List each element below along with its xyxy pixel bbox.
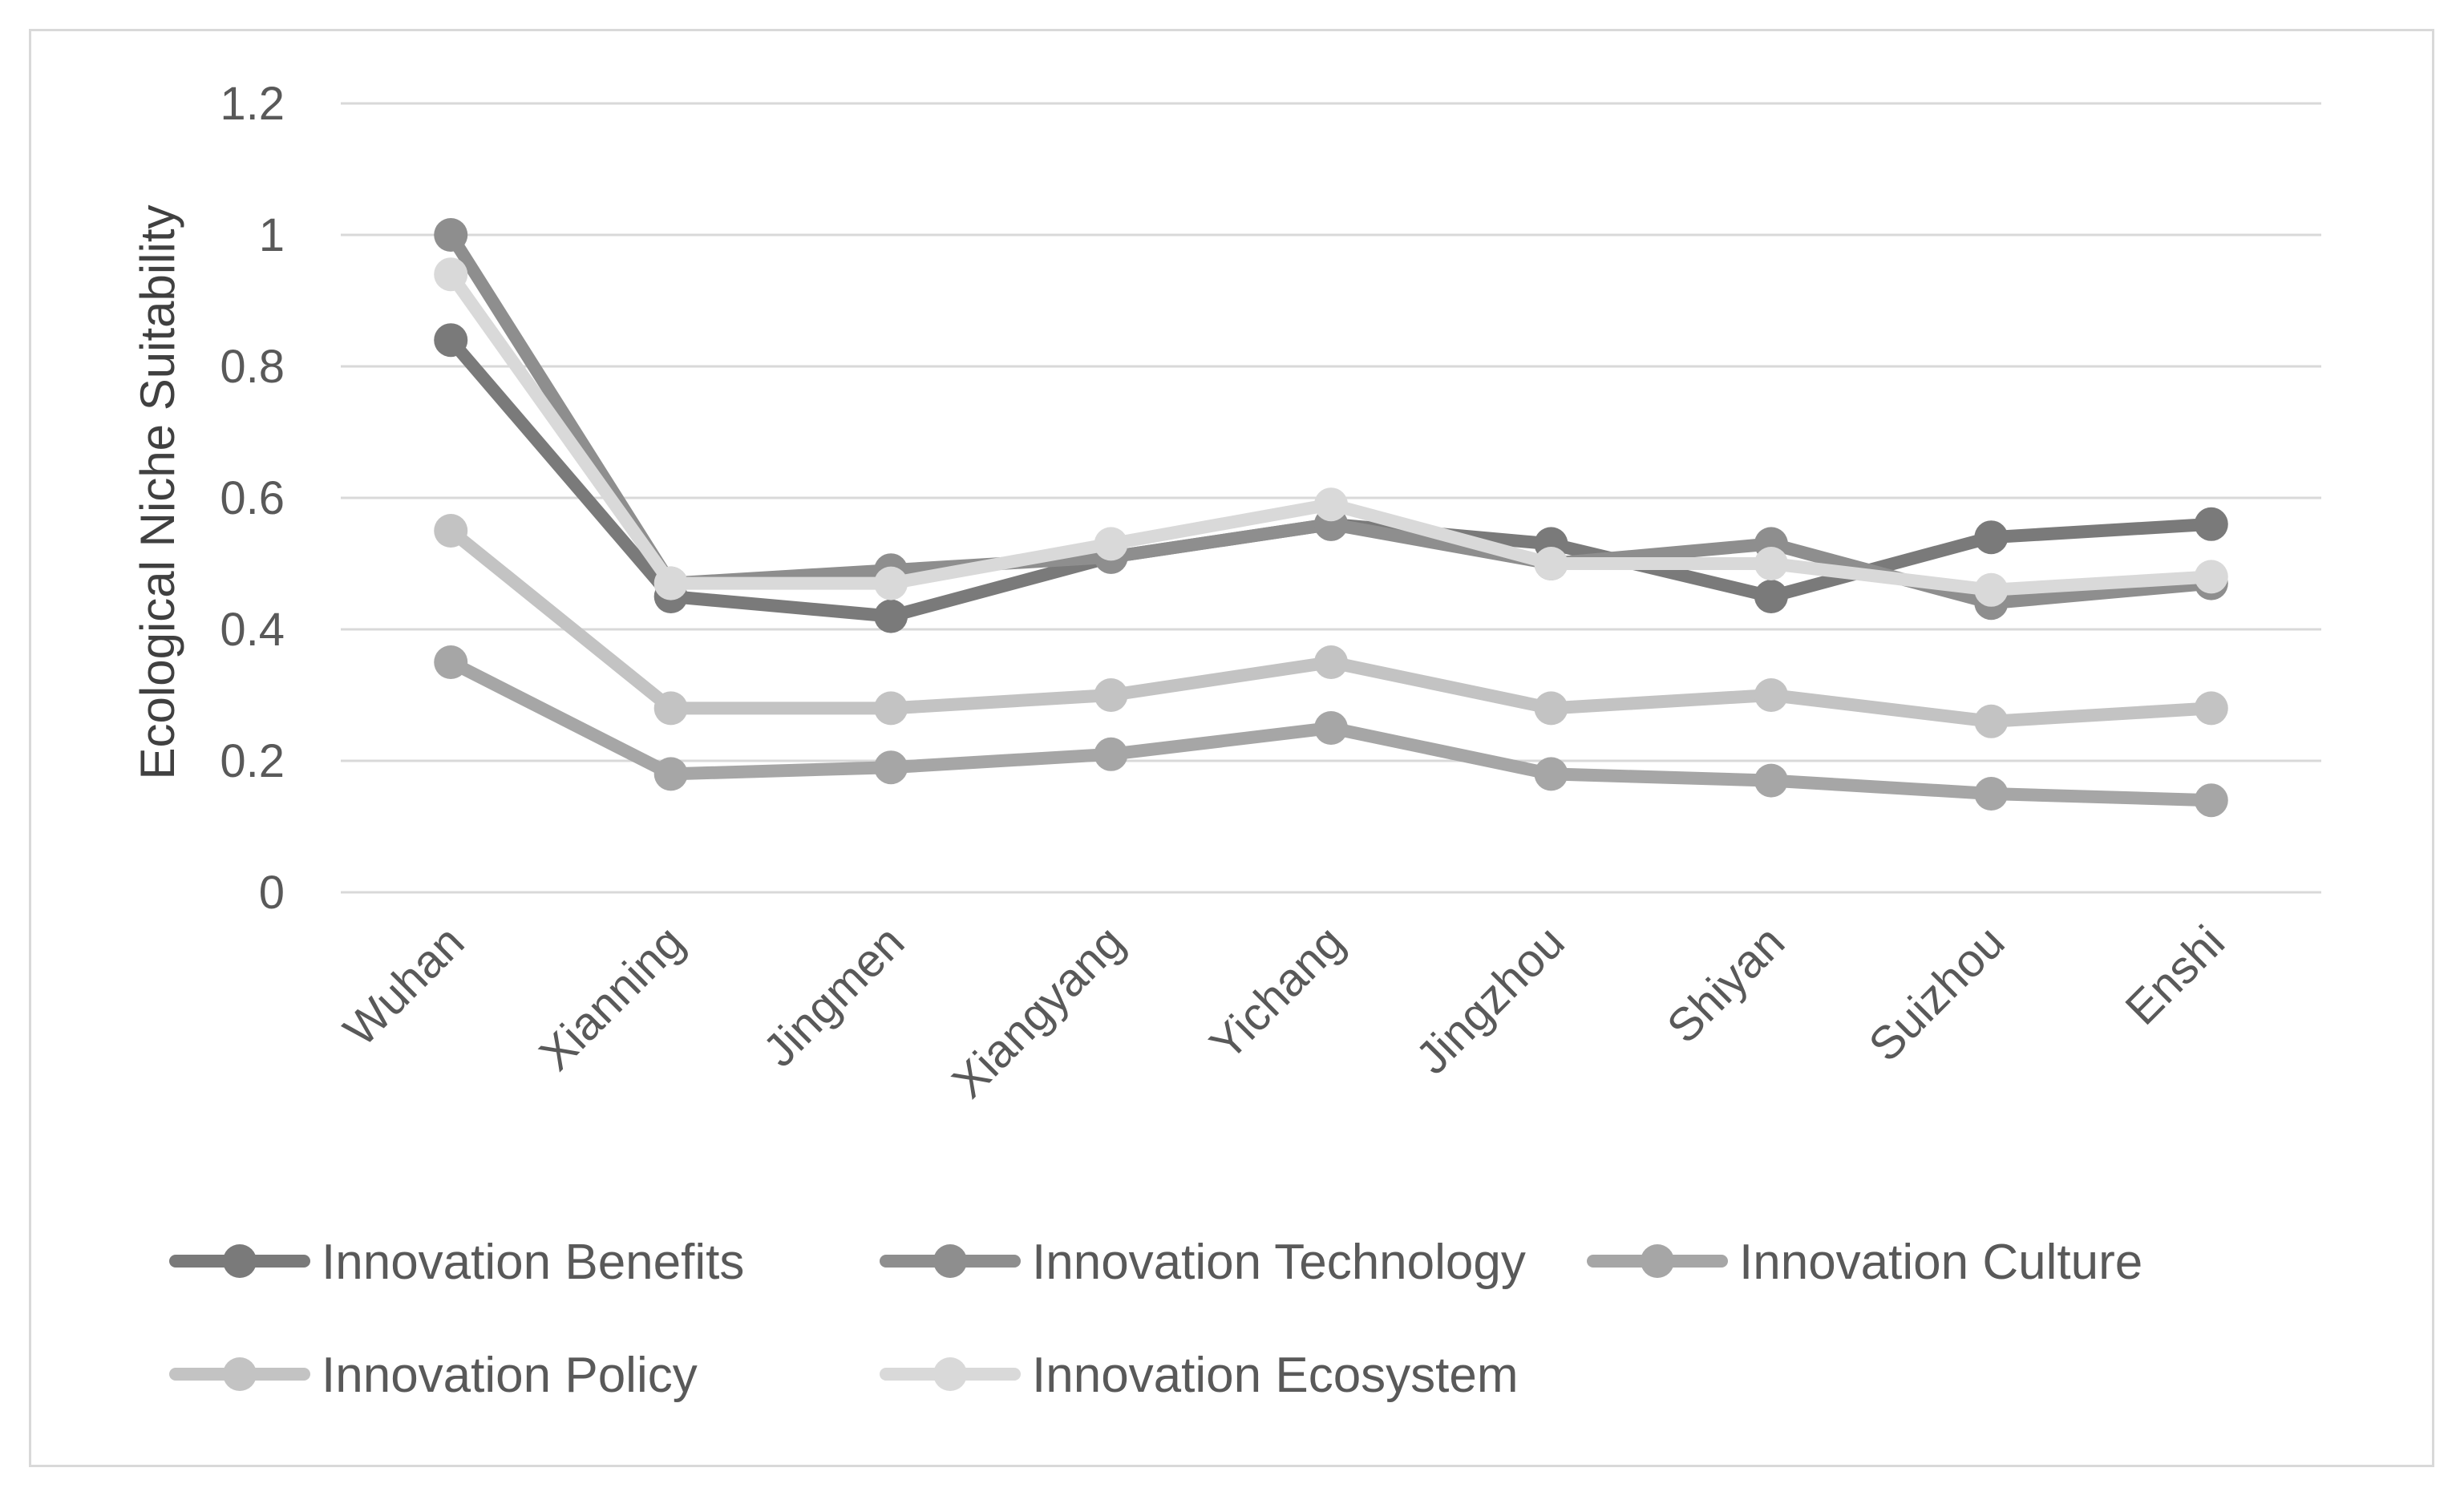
legend-swatch-marker bbox=[933, 1357, 967, 1391]
series-lines bbox=[434, 218, 2228, 818]
data-point bbox=[1314, 487, 1348, 522]
series-line bbox=[444, 524, 2218, 728]
data-point bbox=[2194, 507, 2228, 541]
data-point bbox=[1314, 711, 1348, 745]
y-tick-label: 0.4 bbox=[220, 604, 285, 656]
legend-label: Innovation Culture bbox=[1739, 1235, 2142, 1290]
data-point bbox=[2194, 560, 2228, 594]
y-tick-label: 0 bbox=[259, 867, 285, 919]
data-point bbox=[1974, 520, 2009, 555]
legend-label: Innovation Ecosystem bbox=[1032, 1348, 1519, 1403]
x-tick-label: Xianning bbox=[529, 916, 694, 1081]
chart-frame: 0 0.2 0.4 0.6 0.8 1 1.2 Wuhan Xianning Jingmen Xi… bbox=[29, 29, 2434, 1467]
data-point bbox=[434, 514, 468, 548]
y-axis-label: Ecological Niche Suitability bbox=[131, 204, 184, 779]
data-point bbox=[653, 691, 688, 726]
line-chart: 0 0.2 0.4 0.6 0.8 1 1.2 Wuhan Xianning Jingmen Xi… bbox=[131, 78, 2321, 1403]
data-point bbox=[1094, 737, 1128, 771]
x-tick-label: Yichang bbox=[1200, 916, 1355, 1070]
series-innovation-ecosystem bbox=[434, 257, 2228, 607]
data-point bbox=[1754, 580, 1788, 613]
data-point bbox=[1534, 757, 1568, 791]
data-point bbox=[1974, 572, 2009, 607]
x-tick-label: Suizhou bbox=[1859, 916, 2014, 1071]
x-tick-label: Jingmen bbox=[753, 916, 914, 1077]
data-point bbox=[1754, 763, 1788, 798]
y-tick-label: 0.8 bbox=[220, 341, 285, 393]
data-point bbox=[1094, 678, 1128, 712]
x-tick-label: Enshi bbox=[2115, 916, 2235, 1035]
data-point bbox=[434, 645, 468, 679]
data-point bbox=[1754, 547, 1788, 580]
data-point bbox=[1534, 691, 1568, 726]
x-tick-label: Xiangyang bbox=[942, 916, 1135, 1108]
data-point bbox=[1974, 777, 2009, 811]
legend-swatch-marker bbox=[223, 1357, 257, 1391]
data-point bbox=[874, 750, 908, 785]
data-point bbox=[434, 323, 468, 358]
legend-label: Innovation Technology bbox=[1032, 1235, 1526, 1290]
y-tick-label: 0.2 bbox=[220, 735, 285, 787]
legend-swatch-marker bbox=[1641, 1244, 1674, 1278]
data-point bbox=[1094, 527, 1128, 561]
data-point bbox=[874, 566, 908, 600]
data-point bbox=[434, 257, 468, 292]
x-tick-label: Wuhan bbox=[334, 916, 474, 1056]
data-point bbox=[434, 218, 468, 252]
y-tick-label: 1.2 bbox=[220, 78, 285, 130]
x-axis-ticks: Wuhan Xianning Jingmen Xiangyang Yichang Jing… bbox=[334, 916, 2235, 1108]
legend-item: Innovation Benefits bbox=[169, 1235, 744, 1290]
legend-swatch-marker bbox=[933, 1244, 967, 1278]
y-axis-ticks: 0 0.2 0.4 0.6 0.8 1 1.2 bbox=[220, 78, 285, 919]
data-point bbox=[1314, 645, 1348, 679]
data-point bbox=[653, 757, 688, 791]
y-tick-label: 1 bbox=[259, 209, 285, 261]
legend-item: Innovation Ecosystem bbox=[880, 1348, 1519, 1403]
legend-item: Innovation Culture bbox=[1587, 1235, 2142, 1290]
data-point bbox=[2194, 783, 2228, 818]
series-innovation-culture bbox=[434, 645, 2228, 818]
data-point bbox=[1754, 678, 1788, 712]
y-tick-label: 0.6 bbox=[220, 472, 285, 524]
series-innovation-policy bbox=[434, 514, 2228, 738]
legend-swatch-marker bbox=[223, 1244, 257, 1278]
series-innovation-technology bbox=[434, 218, 2228, 621]
data-point bbox=[2194, 691, 2228, 726]
x-tick-label: Jingzhou bbox=[1406, 916, 1575, 1084]
legend: Innovation Benefits Innovation Technology… bbox=[169, 1235, 2142, 1403]
legend-label: Innovation Benefits bbox=[322, 1235, 744, 1290]
data-point bbox=[874, 691, 908, 726]
legend-item: Innovation Policy bbox=[169, 1348, 698, 1403]
data-point bbox=[653, 566, 688, 600]
data-point bbox=[1534, 547, 1568, 580]
x-tick-label: Shiyan bbox=[1657, 916, 1794, 1053]
legend-label: Innovation Policy bbox=[322, 1348, 698, 1403]
data-point bbox=[874, 599, 908, 633]
legend-item: Innovation Technology bbox=[880, 1235, 1526, 1290]
data-point bbox=[1974, 704, 2009, 738]
